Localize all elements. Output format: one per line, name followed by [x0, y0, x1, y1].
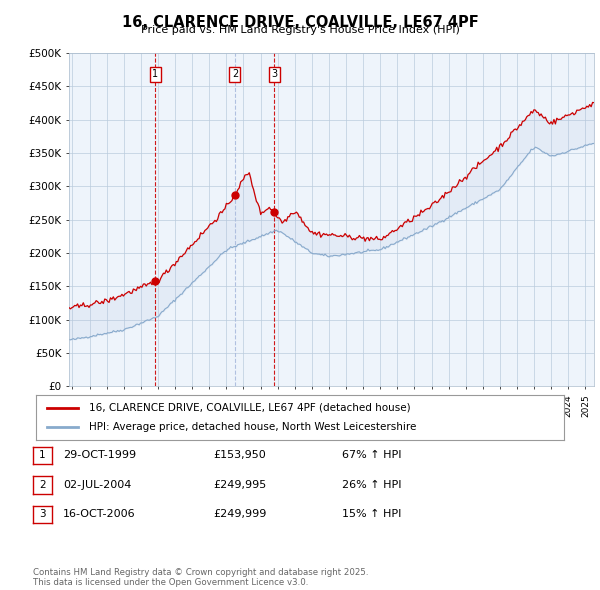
Text: 02-JUL-2004: 02-JUL-2004 [63, 480, 131, 490]
Text: 2: 2 [232, 70, 238, 80]
Text: 29-OCT-1999: 29-OCT-1999 [63, 451, 136, 460]
Text: Contains HM Land Registry data © Crown copyright and database right 2025.
This d: Contains HM Land Registry data © Crown c… [33, 568, 368, 587]
Text: 16-OCT-2006: 16-OCT-2006 [63, 510, 136, 519]
Text: 16, CLARENCE DRIVE, COALVILLE, LE67 4PF (detached house): 16, CLARENCE DRIVE, COALVILLE, LE67 4PF … [89, 403, 410, 412]
Text: 2: 2 [39, 480, 46, 490]
Text: 15% ↑ HPI: 15% ↑ HPI [342, 510, 401, 519]
Text: £249,995: £249,995 [213, 480, 266, 490]
Text: Price paid vs. HM Land Registry's House Price Index (HPI): Price paid vs. HM Land Registry's House … [140, 25, 460, 35]
Text: £249,999: £249,999 [213, 510, 266, 519]
Text: 26% ↑ HPI: 26% ↑ HPI [342, 480, 401, 490]
Text: 3: 3 [39, 510, 46, 519]
Text: 16, CLARENCE DRIVE, COALVILLE, LE67 4PF: 16, CLARENCE DRIVE, COALVILLE, LE67 4PF [122, 15, 478, 30]
Text: 67% ↑ HPI: 67% ↑ HPI [342, 451, 401, 460]
Text: HPI: Average price, detached house, North West Leicestershire: HPI: Average price, detached house, Nort… [89, 422, 416, 432]
Text: 1: 1 [39, 451, 46, 460]
Text: 3: 3 [271, 70, 277, 80]
Text: 1: 1 [152, 70, 158, 80]
Text: £153,950: £153,950 [213, 451, 266, 460]
